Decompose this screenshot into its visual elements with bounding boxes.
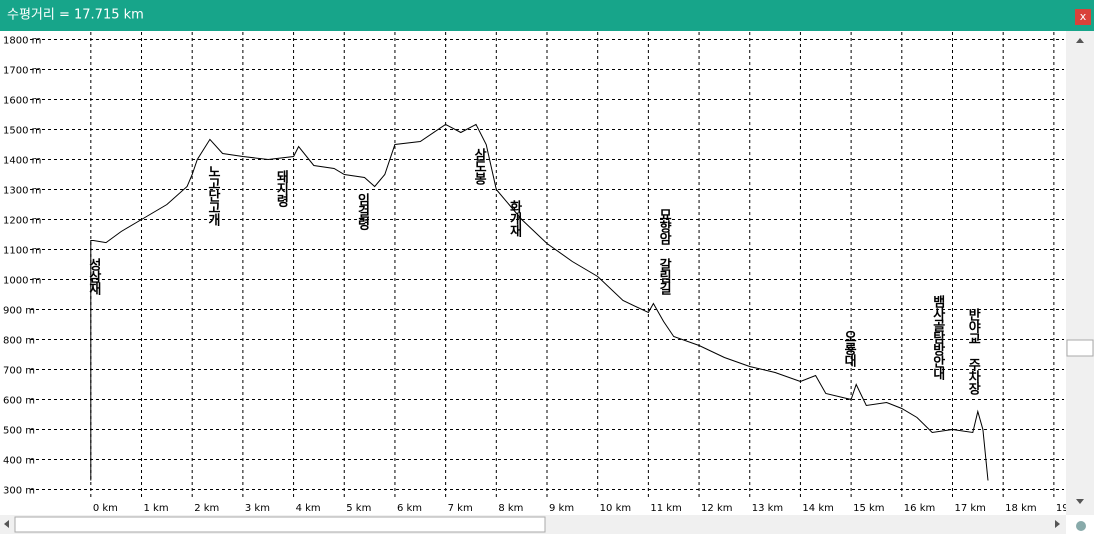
y-tick-label: 400 m [3,456,35,467]
annotation: 돼지령 [273,169,288,208]
annotation: 뱀사골탐방안내 [930,294,945,381]
y-tick-label: 1500 m [3,126,41,137]
annotation: 묘향암 갈림길 [656,208,671,296]
y-tick-label: 800 m [3,336,35,347]
vertical-scrollbar[interactable] [1066,31,1094,515]
x-tick-label: 11 km [650,503,681,514]
annotation: 오룡대 [841,330,856,368]
window-title: 수평거리 = 17.715 km [7,8,144,23]
plot-area: 300 m 400 m 500 m 600 m 700 m 800 m 900 m 1000 … [3,32,1087,514]
x-tick-label: 0 km [93,503,118,514]
x-tick-label: 18 km [1005,503,1036,514]
x-tick-label: 16 km [904,503,935,514]
scroll-thumb[interactable] [1066,339,1094,357]
close-label[interactable]: x [1080,10,1087,23]
y-tick-label: 500 m [3,426,35,437]
scroll-up[interactable] [1076,38,1084,43]
annotation: 삼도봉 [471,147,486,186]
x-tick-label: 15 km [853,503,884,514]
x-tick-label: 5 km [346,503,371,514]
y-tick-label: 1100 m [3,246,41,257]
h-scroll-thumb[interactable] [14,516,546,533]
elevation-line [90,123,989,481]
y-tick-label: 1700 m [3,66,41,77]
x-tick-label: 13 km [752,503,783,514]
y-tick-label: 1800 m [3,36,41,47]
y-tick-label: 300 m [3,486,35,497]
x-tick-label: 3 km [245,503,270,514]
x-tick-label: 7 km [448,503,473,514]
corner-icon [1076,521,1086,531]
y-tick-label: 1300 m [3,186,41,197]
x-tick-label: 2 km [194,503,219,514]
x-tick-label: 10 km [600,503,631,514]
x-tick-label: 14 km [802,503,833,514]
annotation: 화개재 [507,199,522,238]
annotation: 노고단고개 [205,165,220,227]
x-tick-label: 6 km [397,503,422,514]
x-tick-label: 12 km [701,503,732,514]
y-tick-label: 700 m [3,366,35,377]
x-tick-label: 1 km [144,503,169,514]
annotation: 성삼재 [86,258,101,296]
y-tick-label: 1200 m [3,216,41,227]
y-tick-label: 1400 m [3,156,41,167]
y-tick-label: 1600 m [3,96,41,107]
y-tick-label: 600 m [3,396,35,407]
scroll-left[interactable] [4,520,9,528]
y-tick-label: 900 m [3,306,35,317]
x-tick-label: 17 km [954,503,985,514]
x-tick-label: 4 km [296,503,321,514]
x-tick-label: 8 km [498,503,523,514]
scroll-right[interactable] [1055,520,1060,528]
scroll-down[interactable] [1076,499,1084,504]
close-button[interactable] [1075,9,1091,25]
annotation: 반야교 주차장 [965,307,980,396]
title-bar [0,0,1094,31]
y-tick-label: 1000 m [3,276,41,287]
x-tick-label: 9 km [549,503,574,514]
annotation: 임걸령 [354,193,369,231]
